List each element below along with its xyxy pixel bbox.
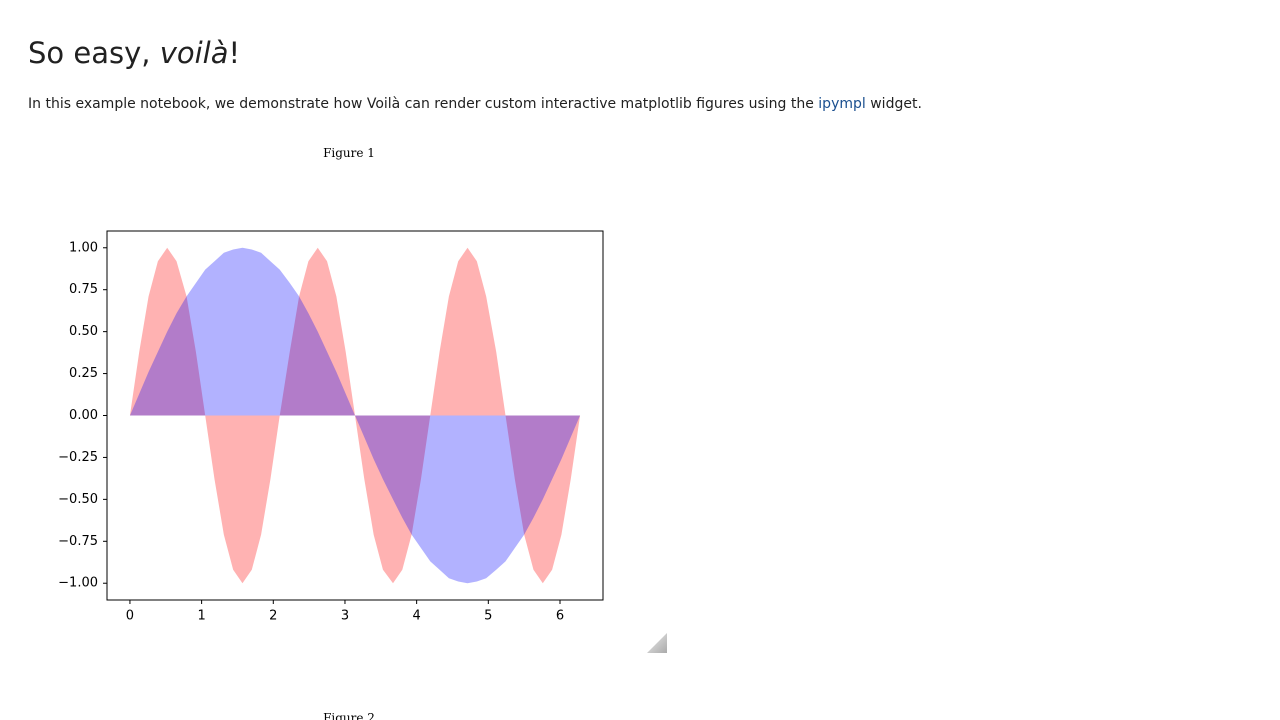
figure-label: Figure 1 — [323, 146, 375, 160]
heading-text: So easy, — [28, 36, 160, 70]
intro: In this example notebook, we demonstrate… — [28, 94, 922, 114]
intro-suffix: widget. — [865, 96, 922, 112]
heading: So easy, voilà! — [28, 33, 240, 73]
heading-emphasis: voilà — [159, 36, 229, 70]
x-tick-label: 2 — [269, 609, 277, 624]
heading-suffix: ! — [228, 36, 241, 70]
y-tick-label: 0.00 — [69, 408, 98, 423]
y-tick-label: 0.75 — [69, 282, 98, 297]
y-tick-label: 1.00 — [69, 240, 98, 255]
x-tick-label: 5 — [484, 609, 492, 624]
x-tick-label: 0 — [126, 609, 134, 624]
figure-label: Figure 2 — [323, 711, 375, 720]
y-tick-label: 0.50 — [69, 324, 98, 339]
intro-text: In this example notebook, we demonstrate… — [28, 96, 819, 112]
x-tick-label: 4 — [413, 609, 421, 624]
x-tick-label: 3 — [341, 609, 349, 624]
ipympl-link[interactable]: ipympl — [818, 96, 866, 112]
y-tick-label: −0.75 — [58, 534, 98, 549]
y-tick-label: 0.25 — [69, 366, 98, 381]
x-tick-label: 1 — [197, 609, 205, 624]
area — [129, 247, 581, 584]
plot: 0 1 2 3 4 5 6 1.00 0.75 0.50 0.25 0.00 −0.25 −0.50 −0.… — [58, 230, 604, 624]
y-tick-label: −0.25 — [58, 450, 98, 465]
area — [129, 247, 581, 584]
x-tick-label: 6 — [556, 609, 564, 624]
resize-handle[interactable] — [647, 633, 667, 653]
y-tick-label: −0.50 — [58, 492, 98, 507]
y-tick-label: −1.00 — [58, 576, 98, 591]
